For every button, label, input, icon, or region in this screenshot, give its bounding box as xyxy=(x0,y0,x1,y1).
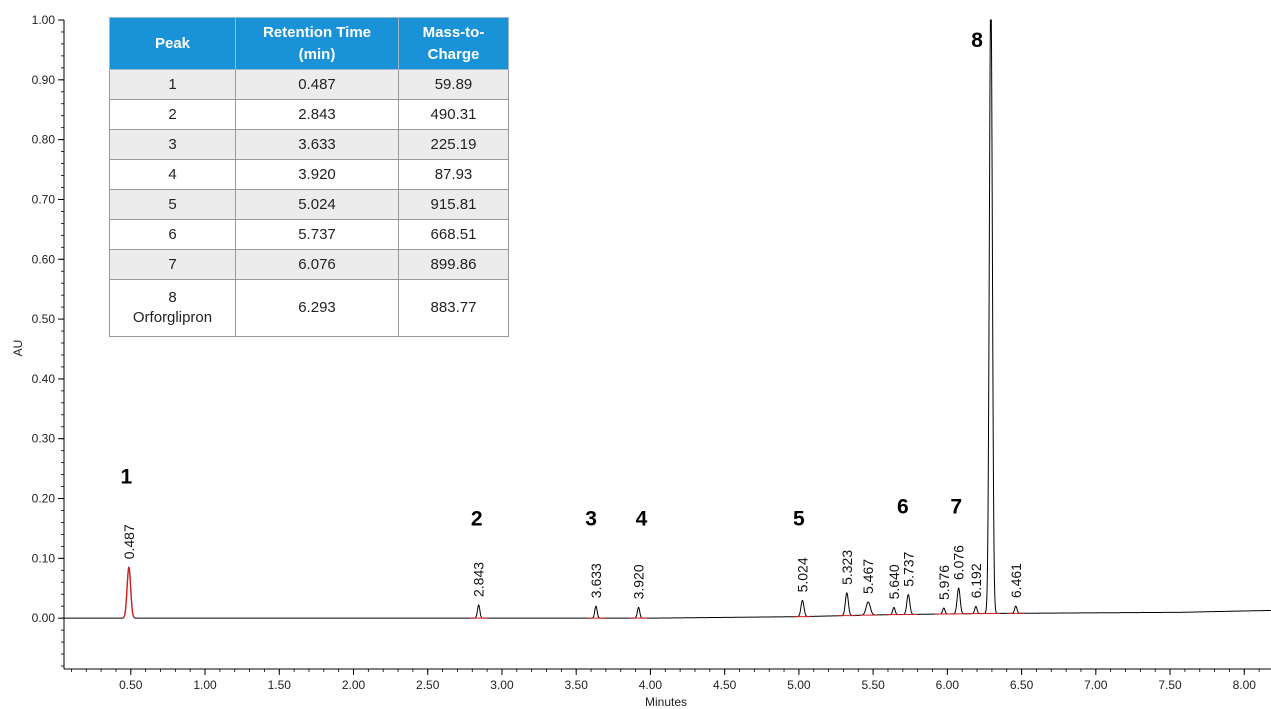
rt-cell: 2.843 xyxy=(235,99,399,130)
x-tick-label: 1.00 xyxy=(193,678,217,692)
table-row: 5 5.024 915.81 xyxy=(109,189,509,220)
peak-cell: 8 Orforglipron xyxy=(109,279,236,337)
peak-number-annotation: 4 xyxy=(636,507,648,530)
mz-cell: 915.81 xyxy=(398,189,509,220)
trace-layer xyxy=(64,19,1271,619)
mz-cell: 899.86 xyxy=(398,249,509,280)
retention-time-label: 6.076 xyxy=(951,545,967,580)
x-tick-label: 3.00 xyxy=(490,678,514,692)
peak-cell: 5 xyxy=(109,189,236,220)
header-rt-line1: Retention Time xyxy=(262,23,372,41)
header-peak: Peak xyxy=(109,17,236,70)
x-axis-label: Minutes xyxy=(645,695,687,709)
y-axis-label: AU xyxy=(11,340,25,357)
x-tick-label: 5.00 xyxy=(787,678,811,692)
peak-number-annotation: 3 xyxy=(585,507,597,530)
peak-cell: 3 xyxy=(109,129,236,160)
rt-cell: 0.487 xyxy=(235,69,399,100)
mz-cell: 87.93 xyxy=(398,159,509,190)
y-tick-label: 0.80 xyxy=(32,133,56,147)
peak-1-integration-trace xyxy=(122,566,136,619)
table-row: 8 Orforglipron 6.293 883.77 xyxy=(109,279,509,337)
rt-cell: 3.633 xyxy=(235,129,399,160)
x-tick-label: 7.50 xyxy=(1158,678,1182,692)
y-tick-label: 0.40 xyxy=(32,372,56,386)
x-tick-label: 8.00 xyxy=(1233,678,1257,692)
chromatogram-trace xyxy=(64,19,1271,619)
mz-cell: 225.19 xyxy=(398,129,509,160)
peak-number-annotation: 5 xyxy=(793,507,805,530)
retention-time-label: 5.640 xyxy=(886,564,902,599)
retention-time-label: 5.323 xyxy=(839,550,855,585)
axes-layer: 0.00 0.10 0.20 0.30 0.40 0.50 0.60 0.70 0.80 0.90… xyxy=(32,13,1271,692)
y-tick-label: 0.70 xyxy=(32,192,56,206)
mz-cell: 490.31 xyxy=(398,99,509,130)
mz-cell: 668.51 xyxy=(398,219,509,250)
peak-table-header: Peak Retention Time (min) Mass-to- Charg… xyxy=(109,17,509,70)
peak-number-annotation: 8 xyxy=(971,29,983,52)
y-tick-label: 0.90 xyxy=(32,73,56,87)
y-tick-label: 1.00 xyxy=(32,13,56,27)
header-mass-to-charge: Mass-to- Charge xyxy=(398,17,509,70)
peak-number-annotation: 7 xyxy=(950,495,962,518)
x-tick-label: 6.00 xyxy=(936,678,960,692)
table-row: 7 6.076 899.86 xyxy=(109,249,509,280)
rt-cell: 5.737 xyxy=(235,219,399,250)
rt-cell: 6.076 xyxy=(235,249,399,280)
retention-time-label: 5.976 xyxy=(936,565,952,600)
retention-time-label: 5.467 xyxy=(860,559,876,594)
table-row: 3 3.633 225.19 xyxy=(109,129,509,160)
table-row: 1 0.487 59.89 xyxy=(109,69,509,100)
x-tick-label: 5.50 xyxy=(861,678,885,692)
peak-number-annotation: 6 xyxy=(897,495,909,518)
x-tick-label: 4.50 xyxy=(713,678,737,692)
peak-cell: 4 xyxy=(109,159,236,190)
peak-cell: 1 xyxy=(109,69,236,100)
mz-cell: 883.77 xyxy=(398,279,509,337)
x-tick-label: 2.50 xyxy=(416,678,440,692)
peak-number-annotation: 2 xyxy=(471,507,483,530)
y-tick-label: 0.50 xyxy=(32,312,56,326)
y-tick-label: 0.20 xyxy=(32,492,56,506)
header-mz-line2: Charge xyxy=(427,45,480,63)
peak-compound-name: Orforglipron xyxy=(132,309,213,326)
x-tick-label: 3.50 xyxy=(565,678,589,692)
peak-cell: 6 xyxy=(109,219,236,250)
rt-cell: 6.293 xyxy=(235,279,399,337)
header-rt-line2: (min) xyxy=(298,45,336,63)
y-tick-label: 0.60 xyxy=(32,252,56,266)
table-row: 6 5.737 668.51 xyxy=(109,219,509,250)
peak-table: Peak Retention Time (min) Mass-to- Charg… xyxy=(109,17,509,337)
rt-cell: 5.024 xyxy=(235,189,399,220)
rt-cell: 3.920 xyxy=(235,159,399,190)
x-tick-label: 7.00 xyxy=(1084,678,1108,692)
x-tick-label: 0.50 xyxy=(119,678,143,692)
y-tick-label: 0.30 xyxy=(32,432,56,446)
retention-time-label: 6.461 xyxy=(1008,563,1024,598)
mz-cell: 59.89 xyxy=(398,69,509,100)
header-retention-time: Retention Time (min) xyxy=(235,17,399,70)
retention-time-label: 5.024 xyxy=(795,557,811,592)
table-row: 2 2.843 490.31 xyxy=(109,99,509,130)
x-tick-label: 6.50 xyxy=(1010,678,1034,692)
y-tick-label: 0.00 xyxy=(32,611,56,625)
peak-number: 8 xyxy=(168,289,177,306)
retention-time-label: 5.737 xyxy=(900,551,916,586)
table-row: 4 3.920 87.93 xyxy=(109,159,509,190)
peak-cell: 2 xyxy=(109,99,236,130)
retention-time-label: 3.633 xyxy=(588,563,604,598)
retention-time-label: 3.920 xyxy=(631,564,647,599)
header-mz-line1: Mass-to- xyxy=(422,23,485,41)
retention-time-label: 6.192 xyxy=(968,563,984,598)
peak-cell: 7 xyxy=(109,249,236,280)
x-tick-label: 2.00 xyxy=(342,678,366,692)
retention-time-label: 2.843 xyxy=(471,562,487,597)
y-tick-label: 0.10 xyxy=(32,551,56,565)
x-tick-label: 4.00 xyxy=(639,678,663,692)
peak-number-annotation: 1 xyxy=(121,466,133,489)
retention-time-label: 0.487 xyxy=(121,524,137,559)
x-tick-label: 1.50 xyxy=(268,678,292,692)
